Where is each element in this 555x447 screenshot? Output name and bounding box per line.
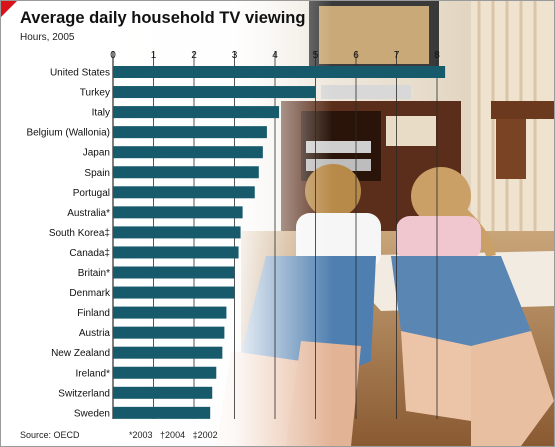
category-label-17: Sweden xyxy=(74,408,110,419)
bar-13 xyxy=(113,326,225,339)
bar-12 xyxy=(113,306,227,319)
category-label-13: Austria xyxy=(79,328,111,339)
x-tick-label-5: 5 xyxy=(313,50,319,61)
category-label-7: Australia* xyxy=(67,208,110,219)
bar-0 xyxy=(113,66,446,78)
category-label-2: Italy xyxy=(92,108,110,119)
x-tick-label-0: 0 xyxy=(110,50,116,61)
category-label-14: New Zealand xyxy=(51,348,110,359)
bar-6 xyxy=(113,186,255,199)
category-label-8: South Korea‡ xyxy=(49,228,110,239)
bar-4 xyxy=(113,146,263,159)
bar-17 xyxy=(113,406,211,419)
bar-10 xyxy=(113,266,235,279)
category-label-3: Belgium (Wallonia) xyxy=(26,128,110,139)
category-label-16: Switzerland xyxy=(58,388,110,399)
bar-2 xyxy=(113,106,280,119)
red-corner-mark-shape xyxy=(1,1,17,17)
bar-14 xyxy=(113,346,223,359)
footnotes: *2003 †2004 ‡2002 xyxy=(129,430,223,440)
source-note: Source: OECD xyxy=(20,430,80,440)
category-label-9: Canada‡ xyxy=(69,248,110,259)
category-label-12: Finland xyxy=(77,308,110,319)
category-label-1: Turkey xyxy=(80,88,110,99)
bar-11 xyxy=(113,286,235,299)
category-label-15: Ireland* xyxy=(76,368,111,379)
x-tick-label-7: 7 xyxy=(394,50,400,61)
x-tick-label-1: 1 xyxy=(151,50,157,61)
x-tick-label-2: 2 xyxy=(191,50,197,61)
x-tick-label-3: 3 xyxy=(232,50,238,61)
bar-3 xyxy=(113,126,267,139)
footnote-2003: *2003 xyxy=(129,430,153,440)
bar-15 xyxy=(113,366,217,379)
x-tick-label-6: 6 xyxy=(353,50,359,61)
chart-subtitle: Hours, 2005 xyxy=(20,32,75,43)
footnote-2002: ‡2002 xyxy=(192,430,218,440)
bar-5 xyxy=(113,166,259,179)
category-label-5: Spain xyxy=(84,168,110,179)
bar-1 xyxy=(113,86,316,99)
category-label-11: Denmark xyxy=(69,288,111,299)
red-corner-mark xyxy=(1,1,17,17)
footnote-2004: †2004 xyxy=(160,430,186,440)
category-label-6: Portugal xyxy=(73,188,110,199)
bar-8 xyxy=(113,226,241,239)
category-label-4: Japan xyxy=(83,148,110,159)
chart-title: Average daily household TV viewing xyxy=(20,9,306,27)
category-label-0: United States xyxy=(50,68,110,79)
bar-7 xyxy=(113,206,243,219)
bar-16 xyxy=(113,386,213,399)
x-tick-label-4: 4 xyxy=(272,50,278,61)
x-tick-label-8: 8 xyxy=(434,50,440,61)
bar-9 xyxy=(113,246,239,259)
category-label-10: Britain* xyxy=(78,268,110,279)
